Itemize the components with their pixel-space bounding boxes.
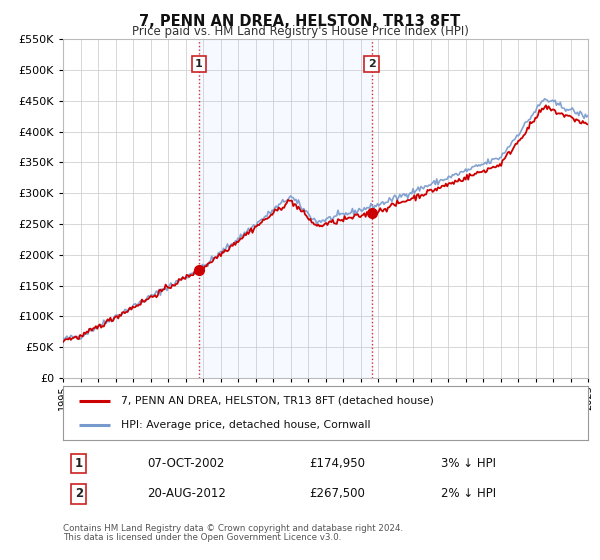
Text: Price paid vs. HM Land Registry's House Price Index (HPI): Price paid vs. HM Land Registry's House …: [131, 25, 469, 38]
Text: 2% ↓ HPI: 2% ↓ HPI: [441, 487, 496, 500]
Text: Contains HM Land Registry data © Crown copyright and database right 2024.: Contains HM Land Registry data © Crown c…: [63, 524, 403, 533]
Bar: [199, 39, 371, 378]
Text: 2: 2: [74, 487, 83, 500]
Text: 3% ↓ HPI: 3% ↓ HPI: [441, 457, 496, 470]
Text: 1: 1: [74, 457, 83, 470]
Text: £174,950: £174,950: [310, 457, 366, 470]
Text: 1: 1: [195, 59, 203, 69]
Text: 2: 2: [368, 59, 376, 69]
Text: This data is licensed under the Open Government Licence v3.0.: This data is licensed under the Open Gov…: [63, 533, 341, 542]
Text: HPI: Average price, detached house, Cornwall: HPI: Average price, detached house, Corn…: [121, 420, 370, 430]
Text: 20-AUG-2012: 20-AUG-2012: [147, 487, 226, 500]
Text: £267,500: £267,500: [310, 487, 365, 500]
Text: 07-OCT-2002: 07-OCT-2002: [147, 457, 224, 470]
Text: 7, PENN AN DREA, HELSTON, TR13 8FT: 7, PENN AN DREA, HELSTON, TR13 8FT: [139, 14, 461, 29]
Text: 7, PENN AN DREA, HELSTON, TR13 8FT (detached house): 7, PENN AN DREA, HELSTON, TR13 8FT (deta…: [121, 396, 434, 406]
